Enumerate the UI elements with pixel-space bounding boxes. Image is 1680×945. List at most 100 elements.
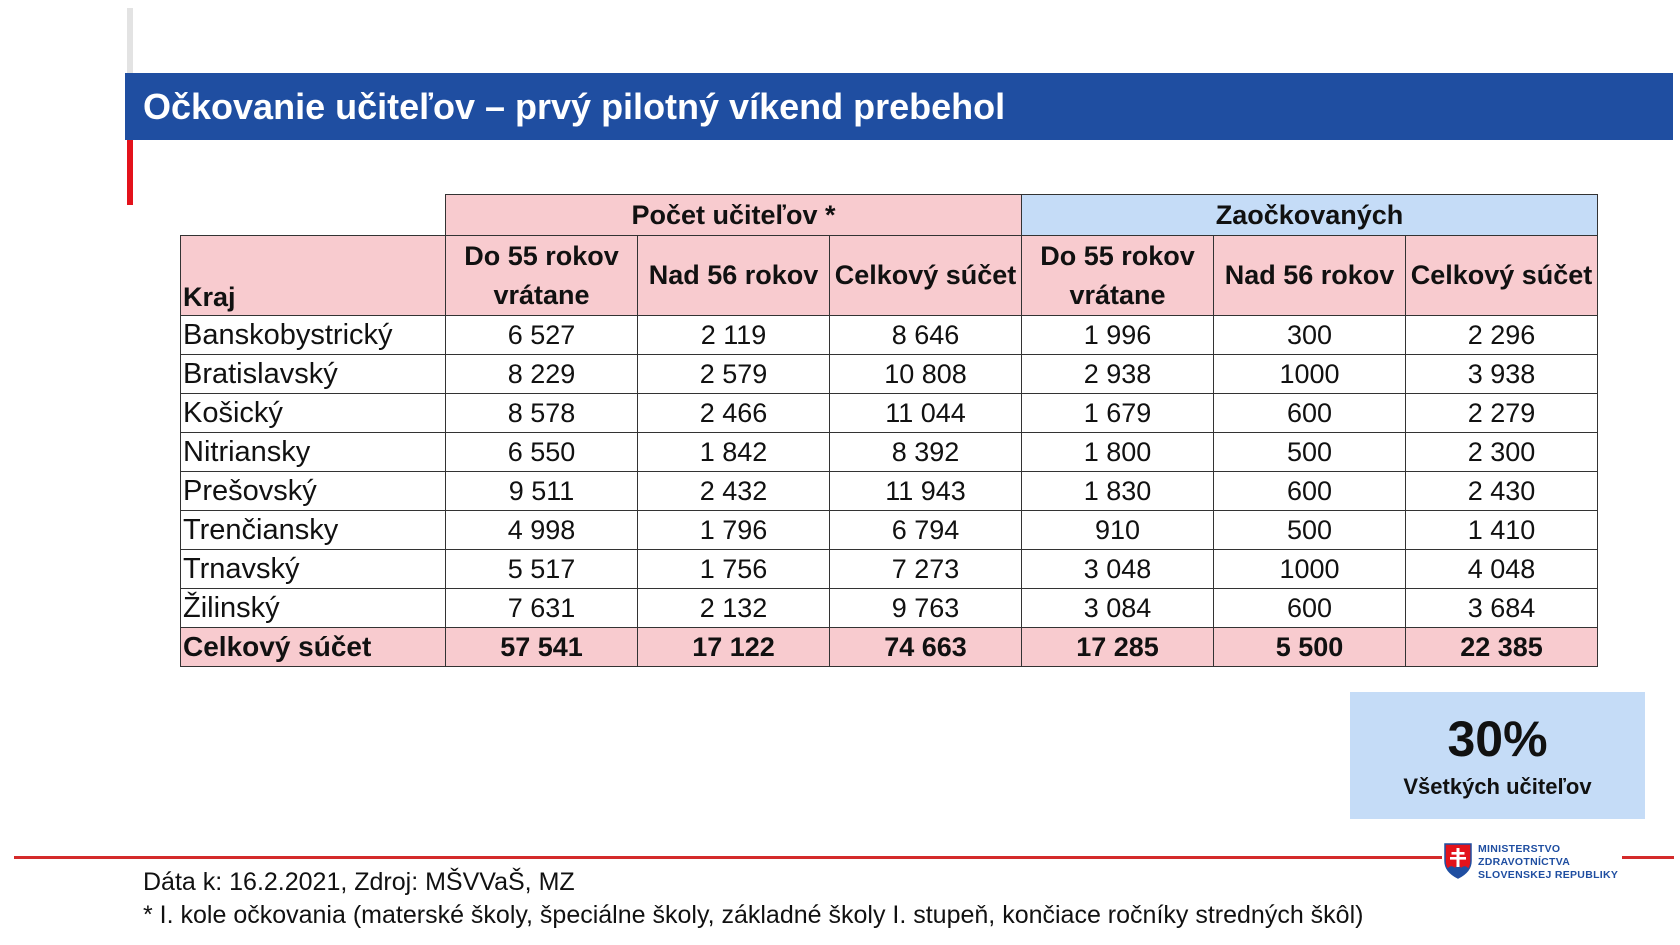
value-cell: 11 044 bbox=[829, 393, 1022, 433]
value-cell: 1000 bbox=[1213, 549, 1406, 589]
value-cell: 2 119 bbox=[637, 315, 830, 355]
region-cell: Trenčiansky bbox=[180, 510, 446, 550]
value-cell: 4 048 bbox=[1405, 549, 1598, 589]
accent-grey-bar bbox=[127, 8, 133, 74]
column-header: Nad 56 rokov bbox=[637, 235, 830, 316]
value-cell: 1000 bbox=[1213, 354, 1406, 394]
value-cell: 7 273 bbox=[829, 549, 1022, 589]
footer-source: Dáta k: 16.2.2021, Zdroj: MŠVVaŠ, MZ bbox=[143, 868, 575, 896]
group-header-vaccinated: Zaočkovaných bbox=[1021, 194, 1598, 236]
footer-divider bbox=[14, 856, 1674, 859]
value-cell: 910 bbox=[1021, 510, 1214, 550]
table-row: Trenčiansky 4 998 1 796 6 794 910 500 1 410 bbox=[180, 510, 1598, 550]
value-cell: 5 500 bbox=[1213, 627, 1406, 667]
summary-percentage: 30% bbox=[1447, 711, 1548, 767]
value-cell: 5 517 bbox=[445, 549, 638, 589]
value-cell: 7 631 bbox=[445, 588, 638, 628]
value-cell: 1 410 bbox=[1405, 510, 1598, 550]
group-header-row: Počet učiteľov * Zaočkovaných bbox=[181, 194, 1598, 236]
value-cell: 1 679 bbox=[1021, 393, 1214, 433]
value-cell: 1 796 bbox=[637, 510, 830, 550]
footer-notes: Dáta k: 16.2.2021, Zdroj: MŠVVaŠ, MZ * I… bbox=[143, 866, 1363, 932]
region-cell: Nitriansky bbox=[180, 432, 446, 472]
value-cell: 3 048 bbox=[1021, 549, 1214, 589]
logo-line: MINISTERSTVO bbox=[1478, 843, 1561, 855]
region-cell: Banskobystrický bbox=[180, 315, 446, 355]
value-cell: 2 132 bbox=[637, 588, 830, 628]
value-cell: 2 466 bbox=[637, 393, 830, 433]
value-cell: 10 808 bbox=[829, 354, 1022, 394]
value-cell: 9 511 bbox=[445, 471, 638, 511]
value-cell: 600 bbox=[1213, 393, 1406, 433]
value-cell: 3 684 bbox=[1405, 588, 1598, 628]
value-cell: 1 800 bbox=[1021, 432, 1214, 472]
value-cell: 17 285 bbox=[1021, 627, 1214, 667]
region-cell: Košický bbox=[180, 393, 446, 433]
teachers-vaccination-table: Počet učiteľov * Zaočkovaných Kraj Do 55… bbox=[180, 194, 1598, 667]
value-cell: 2 296 bbox=[1405, 315, 1598, 355]
column-header: Celkový súčet bbox=[1405, 235, 1598, 316]
footer-note: * I. kole očkovania (materské školy, špe… bbox=[143, 901, 1364, 929]
value-cell: 2 432 bbox=[637, 471, 830, 511]
table-body: Banskobystrický 6 527 2 119 8 646 1 996 300 2 … bbox=[180, 315, 1598, 667]
total-row: Celkový súčet 57 541 17 122 74 663 17 285 5 5… bbox=[180, 627, 1598, 667]
slide-title-text: Očkovanie učiteľov – prvý pilotný víkend… bbox=[143, 85, 1006, 127]
logo-line: SLOVENSKEJ REPUBLIKY bbox=[1478, 869, 1619, 881]
logo-text: MINISTERSTVO ZDRAVOTNÍCTVA SLOVENSKEJ RE… bbox=[1478, 843, 1618, 882]
value-cell: 4 998 bbox=[445, 510, 638, 550]
table-row: Bratislavský 8 229 2 579 10 808 2 938 1000 3 9… bbox=[180, 354, 1598, 394]
column-header: Do 55 rokov vrátane bbox=[1021, 235, 1214, 316]
value-cell: 2 279 bbox=[1405, 393, 1598, 433]
table-row: Trnavský 5 517 1 756 7 273 3 048 1000 4 048 bbox=[180, 549, 1598, 589]
value-cell: 500 bbox=[1213, 510, 1406, 550]
table-row: Banskobystrický 6 527 2 119 8 646 1 996 300 2 … bbox=[180, 315, 1598, 355]
column-header: Do 55 rokov vrátane bbox=[445, 235, 638, 316]
value-cell: 57 541 bbox=[445, 627, 638, 667]
summary-label: Všetkých učiteľov bbox=[1403, 774, 1592, 799]
value-cell: 6 550 bbox=[445, 432, 638, 472]
value-cell: 6 794 bbox=[829, 510, 1022, 550]
value-cell: 2 430 bbox=[1405, 471, 1598, 511]
region-cell: Celkový súčet bbox=[180, 627, 446, 667]
value-cell: 8 229 bbox=[445, 354, 638, 394]
value-cell: 2 579 bbox=[637, 354, 830, 394]
region-cell: Prešovský bbox=[180, 471, 446, 511]
table-row: Nitriansky 6 550 1 842 8 392 1 800 500 2 300 bbox=[180, 432, 1598, 472]
region-cell: Trnavský bbox=[180, 549, 446, 589]
value-cell: 600 bbox=[1213, 471, 1406, 511]
blank-corner bbox=[181, 195, 446, 236]
accent-red-bar bbox=[127, 140, 133, 205]
group-header-teachers: Počet učiteľov * bbox=[445, 194, 1022, 236]
value-cell: 600 bbox=[1213, 588, 1406, 628]
value-cell: 2 300 bbox=[1405, 432, 1598, 472]
summary-box: 30% Všetkých učiteľov bbox=[1350, 692, 1645, 819]
value-cell: 17 122 bbox=[637, 627, 830, 667]
column-header-row: Kraj Do 55 rokov vrátane Nad 56 rokov Ce… bbox=[180, 235, 1598, 316]
region-cell: Žilinský bbox=[180, 588, 446, 628]
value-cell: 300 bbox=[1213, 315, 1406, 355]
value-cell: 8 646 bbox=[829, 315, 1022, 355]
value-cell: 22 385 bbox=[1405, 627, 1598, 667]
ministry-logo: MINISTERSTVO ZDRAVOTNÍCTVA SLOVENSKEJ RE… bbox=[1442, 843, 1622, 893]
table-row: Košický 8 578 2 466 11 044 1 679 600 2 279 bbox=[180, 393, 1598, 433]
column-header: Celkový súčet bbox=[829, 235, 1022, 316]
value-cell: 2 938 bbox=[1021, 354, 1214, 394]
table-row: Žilinský 7 631 2 132 9 763 3 084 600 3 684 bbox=[180, 588, 1598, 628]
value-cell: 1 996 bbox=[1021, 315, 1214, 355]
value-cell: 1 830 bbox=[1021, 471, 1214, 511]
value-cell: 500 bbox=[1213, 432, 1406, 472]
logo-line: ZDRAVOTNÍCTVA bbox=[1478, 856, 1571, 868]
value-cell: 6 527 bbox=[445, 315, 638, 355]
value-cell: 8 392 bbox=[829, 432, 1022, 472]
slovak-shield-icon bbox=[1444, 843, 1472, 879]
value-cell: 9 763 bbox=[829, 588, 1022, 628]
value-cell: 8 578 bbox=[445, 393, 638, 433]
value-cell: 11 943 bbox=[829, 471, 1022, 511]
value-cell: 3 084 bbox=[1021, 588, 1214, 628]
slide-title: Očkovanie učiteľov – prvý pilotný víkend… bbox=[125, 73, 1673, 140]
column-header-kraj: Kraj bbox=[180, 235, 446, 316]
column-header: Nad 56 rokov bbox=[1213, 235, 1406, 316]
value-cell: 1 842 bbox=[637, 432, 830, 472]
value-cell: 74 663 bbox=[829, 627, 1022, 667]
value-cell: 3 938 bbox=[1405, 354, 1598, 394]
